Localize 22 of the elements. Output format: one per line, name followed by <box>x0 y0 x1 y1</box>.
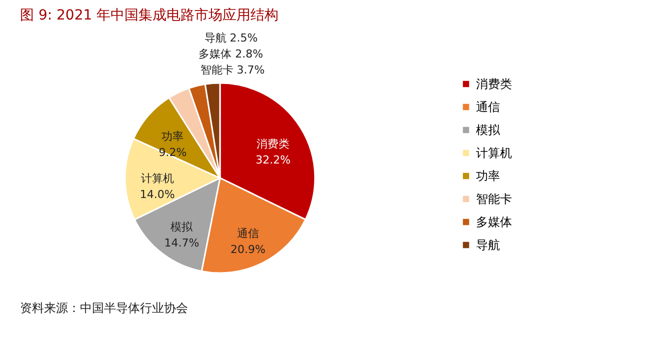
legend-label: 智能卡 <box>476 192 512 206</box>
legend-label: 导航 <box>476 238 500 252</box>
category-label: 多媒体 2.8% <box>198 47 264 60</box>
slice-label: 功率 <box>162 130 184 143</box>
data-label: 32.2% <box>256 154 291 167</box>
category-label: 导航 2.5% <box>204 31 258 44</box>
legend-label: 消费类 <box>476 77 512 91</box>
legend-label: 通信 <box>476 100 500 114</box>
legend-label: 计算机 <box>476 146 512 160</box>
legend-label: 模拟 <box>476 123 501 137</box>
slice-label: 消费类 <box>256 138 290 151</box>
slice-label: 通信 <box>236 227 259 240</box>
data-label: 14.0% <box>140 188 175 201</box>
chart-title: 图 9: 2021 年中国集成电路市场应用结构 <box>20 7 279 24</box>
text: 资料来源：中国半导体行业协会 <box>20 301 188 315</box>
category-label: 智能卡 3.7% <box>200 64 265 77</box>
slice-label: 计算机 <box>140 172 174 185</box>
data-label: 20.9% <box>230 243 266 256</box>
legend-label: 功率 <box>476 169 500 183</box>
legend-label: 多媒体 <box>476 215 512 229</box>
data-label: 14.7% <box>164 236 200 250</box>
slice-label: 模拟 <box>170 220 194 234</box>
